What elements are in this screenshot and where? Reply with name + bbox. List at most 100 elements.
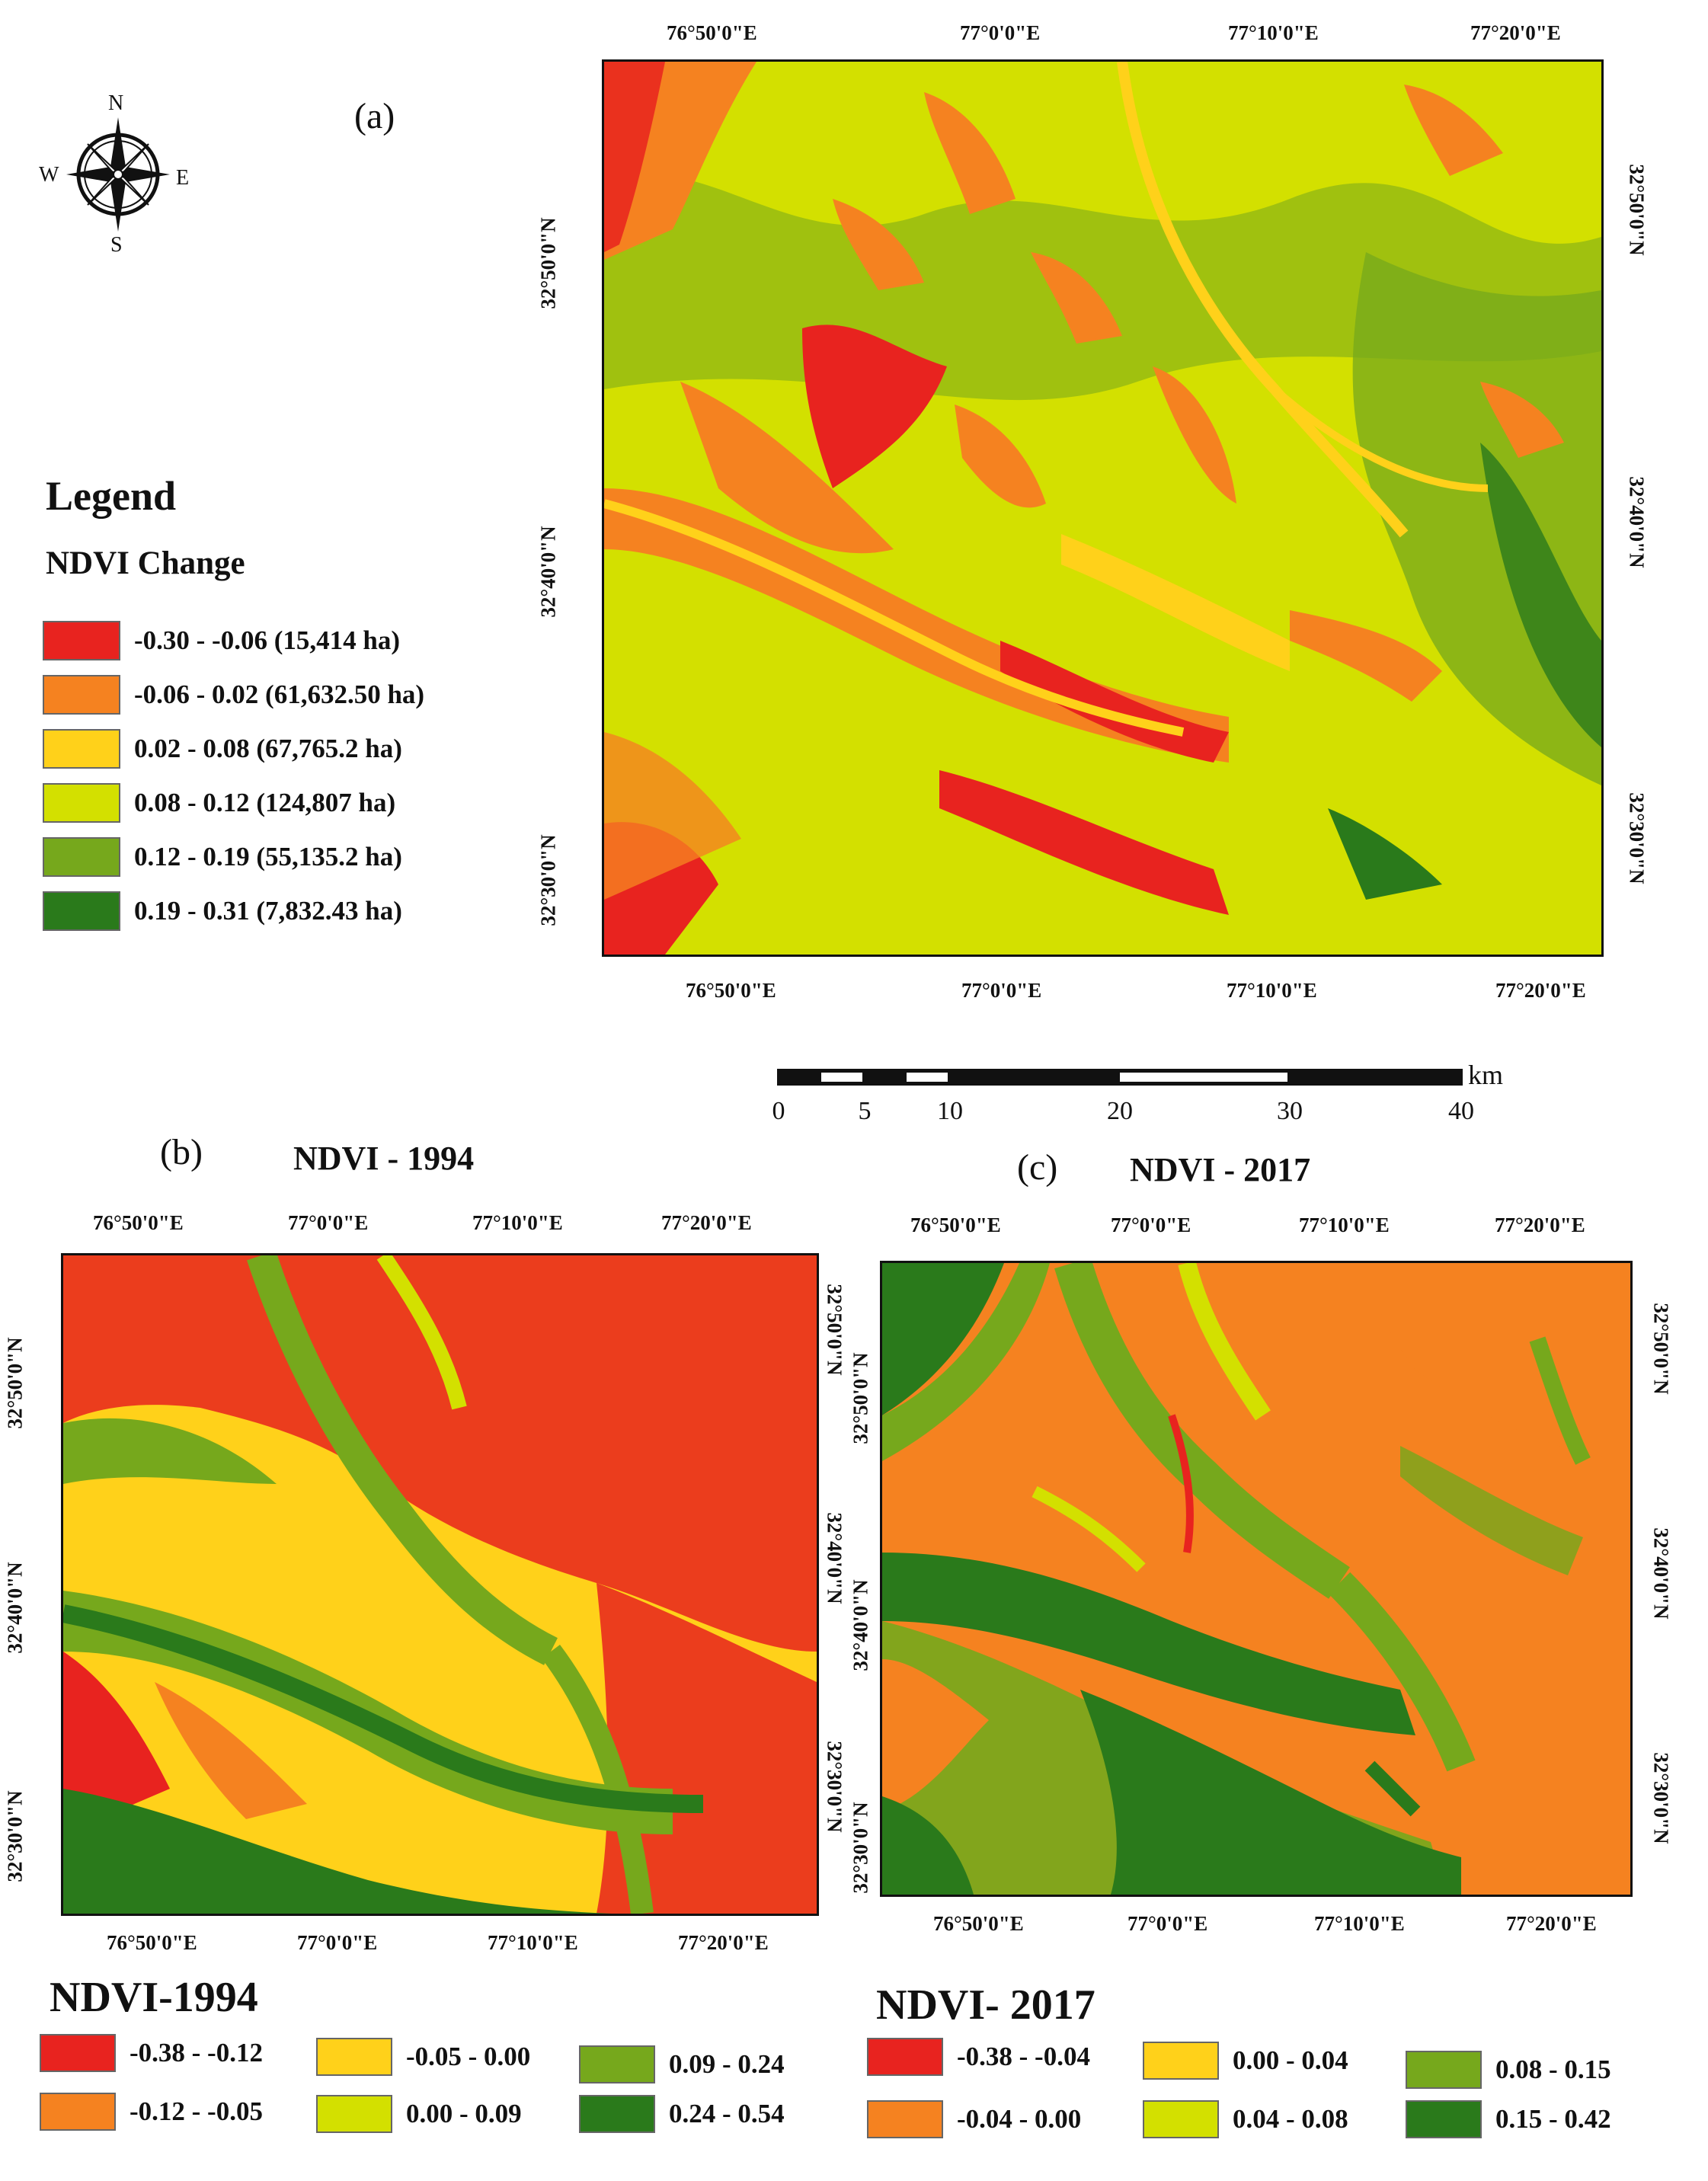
legend-a-item-3: 0.02 - 0.08 (67,765.2 ha) bbox=[43, 729, 402, 769]
panel-a-top-lon-3: 77°10'0"E bbox=[1228, 21, 1319, 44]
panel-b-bottom-lon-3: 77°10'0"E bbox=[488, 1931, 578, 1954]
legend-a-swatch-5 bbox=[43, 837, 120, 877]
panel-b-top-lon-1: 76°50'0"E bbox=[93, 1211, 184, 1234]
legend-a-item-4: 0.08 - 0.12 (124,807 ha) bbox=[43, 783, 395, 823]
legend-a-item-6: 0.19 - 0.31 (7,832.43 ha) bbox=[43, 891, 402, 931]
panel-c-top-lon-4: 77°20'0"E bbox=[1495, 1214, 1585, 1236]
panel-a-right-lat-3: 32°30'0"N bbox=[1625, 792, 1649, 884]
legend-a-label-2: -0.06 - 0.02 (61,632.50 ha) bbox=[134, 680, 425, 709]
legend-b-label-1: -0.38 - -0.12 bbox=[130, 2038, 263, 2067]
legend-b-swatch-6 bbox=[579, 2095, 655, 2133]
legend-a-label-6: 0.19 - 0.31 (7,832.43 ha) bbox=[134, 896, 402, 926]
panel-c-bottom-lon-2: 77°0'0"E bbox=[1127, 1912, 1208, 1935]
ndvi-2017-map bbox=[880, 1261, 1633, 1897]
legend-c-item-6: 0.15 - 0.42 bbox=[1406, 2100, 1611, 2138]
legend-a-swatch-1 bbox=[43, 621, 120, 660]
legend-b-swatch-2 bbox=[40, 2093, 116, 2131]
legend-a-item-5: 0.12 - 0.19 (55,135.2 ha) bbox=[43, 837, 402, 877]
panel-b-label: (b) bbox=[160, 1132, 203, 1172]
legend-a-label-3: 0.02 - 0.08 (67,765.2 ha) bbox=[134, 734, 402, 763]
panel-a-left-lat-3: 32°30'0"N bbox=[536, 834, 560, 926]
legend-c-swatch-4 bbox=[1143, 2100, 1219, 2138]
legend-a-label-5: 0.12 - 0.19 (55,135.2 ha) bbox=[134, 842, 402, 871]
legend-c-item-3: 0.00 - 0.04 bbox=[1143, 2042, 1348, 2080]
legend-c-item-1: -0.38 - -0.04 bbox=[867, 2038, 1090, 2076]
panel-c-label: (c) bbox=[1017, 1147, 1058, 1188]
panel-b-bottom-lon-4: 77°20'0"E bbox=[678, 1931, 769, 1954]
panel-c-left-lat-3: 32°30'0"N bbox=[849, 1802, 872, 1894]
panel-b-top-lon-4: 77°20'0"E bbox=[661, 1211, 752, 1234]
legend-b-item-6: 0.24 - 0.54 bbox=[579, 2095, 785, 2133]
legend-c-swatch-3 bbox=[1143, 2042, 1219, 2080]
legend-a-swatch-2 bbox=[43, 675, 120, 715]
panel-b-right-lat-2: 32°40'0"N bbox=[823, 1512, 846, 1604]
legend-c-swatch-2 bbox=[867, 2100, 943, 2138]
scale-tick-5: 5 bbox=[858, 1097, 872, 1125]
legend-c-label-1: -0.38 - -0.04 bbox=[957, 2042, 1090, 2071]
scale-bar bbox=[777, 1069, 1463, 1087]
legend-a-swatch-6 bbox=[43, 891, 120, 931]
legend-c-label-6: 0.15 - 0.42 bbox=[1495, 2104, 1611, 2134]
compass-w-label: W bbox=[39, 163, 59, 187]
scale-tick-0: 0 bbox=[772, 1097, 785, 1125]
panel-b-left-lat-3: 32°30'0"N bbox=[3, 1790, 27, 1882]
legend-b-title: NDVI-1994 bbox=[50, 1974, 258, 2021]
panel-a-top-lon-4: 77°20'0"E bbox=[1470, 21, 1561, 44]
panel-a-right-lat-1: 32°50'0"N bbox=[1625, 164, 1649, 256]
legend-b-item-5: 0.09 - 0.24 bbox=[579, 2045, 785, 2083]
panel-b-bottom-lon-1: 76°50'0"E bbox=[107, 1931, 197, 1954]
legend-b-item-1: -0.38 - -0.12 bbox=[40, 2034, 263, 2072]
panel-b-right-lat-1: 32°50'0"N bbox=[823, 1284, 846, 1376]
panel-a-label: (a) bbox=[354, 96, 395, 136]
legend-a-swatch-4 bbox=[43, 783, 120, 823]
legend-c-title: NDVI- 2017 bbox=[876, 1981, 1095, 2029]
panel-c-top-lon-2: 77°0'0"E bbox=[1111, 1214, 1191, 1236]
legend-b-label-5: 0.09 - 0.24 bbox=[669, 2049, 785, 2079]
legend-b-label-2: -0.12 - -0.05 bbox=[130, 2096, 263, 2126]
ndvi-change-map bbox=[602, 59, 1604, 957]
legend-b-label-4: 0.00 - 0.09 bbox=[406, 2099, 522, 2128]
panel-c-title: NDVI - 2017 bbox=[1130, 1151, 1311, 1188]
panel-a-bottom-lon-1: 76°50'0"E bbox=[686, 979, 776, 1002]
legend-b-label-3: -0.05 - 0.00 bbox=[406, 2042, 531, 2071]
panel-c-right-lat-1: 32°50'0"N bbox=[1649, 1303, 1673, 1395]
legend-b-swatch-1 bbox=[40, 2034, 116, 2072]
legend-c-label-4: 0.04 - 0.08 bbox=[1233, 2104, 1348, 2134]
legend-b-item-4: 0.00 - 0.09 bbox=[316, 2095, 522, 2133]
legend-c-label-2: -0.04 - 0.00 bbox=[957, 2104, 1082, 2134]
panel-c-top-lon-1: 76°50'0"E bbox=[910, 1214, 1001, 1236]
legend-c-label-5: 0.08 - 0.15 bbox=[1495, 2055, 1611, 2084]
panel-c-right-lat-3: 32°30'0"N bbox=[1649, 1752, 1673, 1844]
scale-bar-unit: km bbox=[1468, 1060, 1504, 1090]
panel-c-bottom-lon-3: 77°10'0"E bbox=[1314, 1912, 1405, 1935]
scale-tick-20: 20 bbox=[1107, 1097, 1133, 1125]
panel-c-left-lat-1: 32°50'0"N bbox=[849, 1352, 872, 1444]
panel-b-title: NDVI - 1994 bbox=[293, 1140, 475, 1177]
panel-a-bottom-lon-4: 77°20'0"E bbox=[1495, 979, 1586, 1002]
panel-b-left-lat-2: 32°40'0"N bbox=[3, 1562, 27, 1654]
panel-b-top-lon-3: 77°10'0"E bbox=[472, 1211, 563, 1234]
compass-n-label: N bbox=[108, 91, 124, 115]
legend-b-swatch-3 bbox=[316, 2038, 392, 2076]
legend-a-item-2: -0.06 - 0.02 (61,632.50 ha) bbox=[43, 675, 424, 715]
ndvi-1994-map bbox=[61, 1253, 819, 1916]
panel-a-bottom-lon-2: 77°0'0"E bbox=[961, 979, 1042, 1002]
panel-a-right-lat-2: 32°40'0"N bbox=[1625, 476, 1649, 568]
legend-a-label-1: -0.30 - -0.06 (15,414 ha) bbox=[134, 625, 400, 655]
legend-heading: Legend bbox=[46, 473, 177, 519]
panel-b-left-lat-1: 32°50'0"N bbox=[3, 1337, 27, 1429]
legend-b-item-3: -0.05 - 0.00 bbox=[316, 2038, 530, 2076]
panel-a-bottom-lon-3: 77°10'0"E bbox=[1227, 979, 1317, 1002]
panel-a-top-lon-2: 77°0'0"E bbox=[960, 21, 1041, 44]
panel-a-left-lat-2: 32°40'0"N bbox=[536, 526, 560, 618]
legend-c-label-3: 0.00 - 0.04 bbox=[1233, 2045, 1348, 2075]
legend-b-swatch-5 bbox=[579, 2045, 655, 2083]
scale-tick-40: 40 bbox=[1448, 1097, 1474, 1125]
legend-b-item-2: -0.12 - -0.05 bbox=[40, 2093, 263, 2131]
legend-b-swatch-4 bbox=[316, 2095, 392, 2133]
compass-rose: N S W E bbox=[34, 90, 202, 257]
legend-a-label-4: 0.08 - 0.12 (124,807 ha) bbox=[134, 788, 396, 817]
scale-bar-graphic bbox=[777, 1069, 1463, 1086]
legend-a-swatch-3 bbox=[43, 729, 120, 769]
panel-c-right-lat-2: 32°40'0"N bbox=[1649, 1527, 1673, 1620]
